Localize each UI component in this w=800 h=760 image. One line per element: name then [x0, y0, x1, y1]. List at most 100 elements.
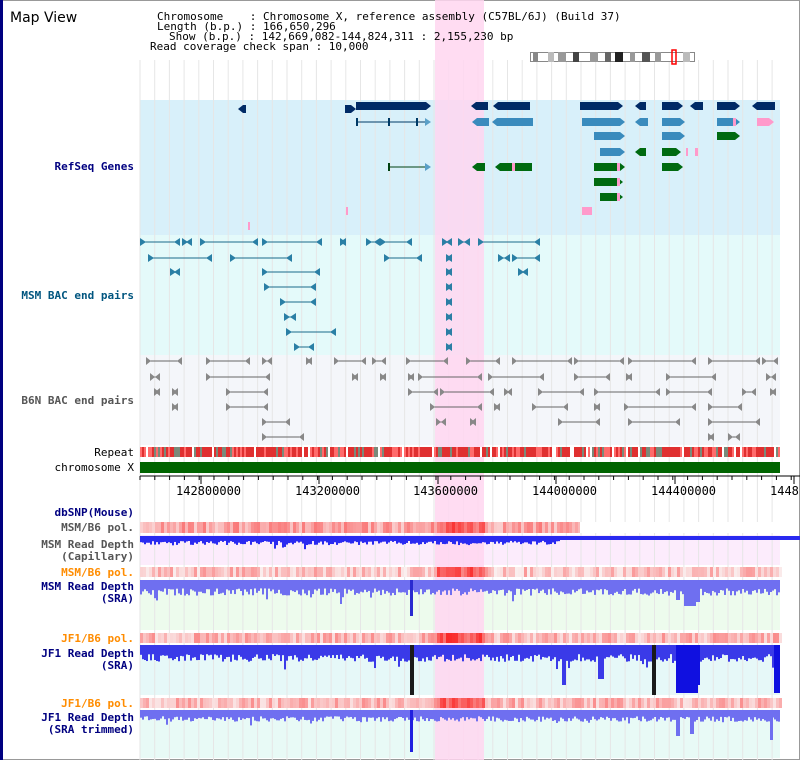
read-depth-bar — [316, 645, 318, 660]
bac-end — [558, 418, 563, 426]
polymorphism-cell — [521, 522, 524, 533]
read-depth-bar — [420, 710, 422, 717]
polymorphism-cell — [296, 698, 299, 708]
gene-arrow — [735, 102, 740, 110]
polymorphism-cell — [407, 633, 410, 643]
read-depth-bar — [658, 645, 660, 658]
read-depth-bar — [472, 645, 474, 660]
polymorphism-cell — [353, 698, 356, 708]
read-depth-bar — [142, 580, 144, 592]
gene-arrow — [635, 102, 640, 110]
jf1-depth-sra-label[interactable]: JF1 Read Depth — [41, 647, 134, 660]
polymorphism-cell — [527, 698, 530, 708]
gene-block — [757, 118, 769, 126]
bac-end — [567, 357, 572, 365]
polymorphism-cell — [140, 698, 143, 708]
read-depth-bar — [214, 645, 216, 655]
read-depth-bar — [656, 710, 658, 722]
jf1-depth-trim-label[interactable]: JF1 Read Depth — [41, 711, 134, 724]
read-depth-bar — [212, 710, 214, 720]
read-depth-bar — [442, 710, 444, 719]
gene-arrow — [351, 105, 356, 113]
msm-pol2-label[interactable]: MSM/B6 pol. — [61, 566, 134, 579]
read-depth-bar — [152, 536, 154, 542]
repeat-segment — [156, 447, 158, 457]
read-depth-bar — [366, 645, 368, 658]
polymorphism-cell — [305, 698, 308, 708]
msm-bac-label[interactable]: MSM BAC end pairs — [21, 289, 134, 302]
read-depth-bar — [280, 710, 282, 719]
read-depth-bar — [324, 645, 326, 656]
read-depth-bar — [254, 645, 256, 657]
read-depth-bar — [148, 536, 150, 543]
repeat-segment — [458, 447, 460, 457]
read-depth-bar — [732, 580, 734, 592]
polymorphism-cell — [557, 698, 560, 708]
bac-end — [174, 268, 180, 276]
polymorphism-cell — [326, 522, 329, 533]
read-depth-bar — [358, 580, 360, 594]
read-depth-bar — [314, 536, 316, 545]
bac-end — [666, 373, 671, 381]
dbsnp-label[interactable]: dbSNP(Mouse) — [54, 506, 134, 519]
read-depth-bar — [724, 710, 726, 718]
read-depth-bar — [440, 645, 442, 657]
jf1-pol2-label[interactable]: JF1/B6 pol. — [61, 697, 134, 710]
polymorphism-cell — [491, 522, 494, 533]
b6n-bac-label[interactable]: B6N BAC end pairs — [21, 394, 134, 407]
repeat-segment — [264, 447, 266, 457]
refseq-genes-label[interactable]: RefSeq Genes — [54, 160, 134, 173]
gene-arrow — [735, 132, 740, 140]
read-depth-bar — [298, 710, 300, 722]
read-depth-bar — [184, 536, 186, 543]
read-depth-bar — [248, 580, 250, 595]
polymorphism-cell — [530, 698, 533, 708]
read-depth-bar — [456, 536, 458, 542]
read-depth-bar — [518, 645, 520, 655]
read-depth-bar — [248, 710, 250, 719]
read-depth-bar — [484, 710, 486, 722]
polymorphism-cell — [365, 633, 368, 643]
polymorphism-cell — [668, 698, 671, 708]
msm-depth-capillary-label[interactable]: MSM Read Depth — [41, 538, 134, 551]
read-depth-bar — [524, 536, 526, 543]
polymorphism-cell — [500, 698, 503, 708]
read-depth-bar — [396, 645, 398, 657]
polymorphism-cell — [167, 633, 170, 643]
repeat-segment — [190, 447, 192, 457]
bac-end — [762, 357, 767, 365]
read-depth-bar — [630, 645, 632, 655]
polymorphism-cell — [584, 567, 587, 577]
read-depth-bar — [722, 645, 724, 655]
msm-pol-label[interactable]: MSM/B6 pol. — [61, 521, 134, 534]
read-depth-bar — [222, 580, 224, 593]
polymorphism-cell — [413, 698, 416, 708]
read-depth-bar — [454, 580, 456, 591]
read-depth-bar — [386, 645, 388, 661]
read-depth-bar — [436, 536, 438, 545]
msm-depth-sra-label[interactable]: MSM Read Depth — [41, 580, 134, 593]
read-depth-bar — [394, 710, 396, 720]
bac-end — [579, 388, 584, 396]
bac-end — [263, 388, 268, 396]
read-depth-bar — [550, 580, 552, 595]
polymorphism-cell — [188, 633, 191, 643]
read-depth-bar — [730, 710, 732, 721]
read-depth-bar — [198, 536, 200, 543]
read-depth-bar — [270, 710, 272, 719]
polymorphism-cell — [779, 567, 782, 577]
read-depth-bar — [532, 710, 534, 720]
polymorphism-cell — [614, 698, 617, 708]
read-depth-bar — [482, 645, 484, 655]
polymorphism-cell — [218, 567, 221, 577]
polymorphism-cell — [758, 567, 761, 577]
read-depth-bar — [756, 710, 758, 720]
polymorphism-cell — [557, 522, 560, 533]
jf1-pol-label[interactable]: JF1/B6 pol. — [61, 632, 134, 645]
repeat-segment — [716, 447, 718, 457]
read-depth-bar — [168, 645, 170, 659]
polymorphism-cell — [284, 633, 287, 643]
repeat-segment — [598, 447, 600, 457]
